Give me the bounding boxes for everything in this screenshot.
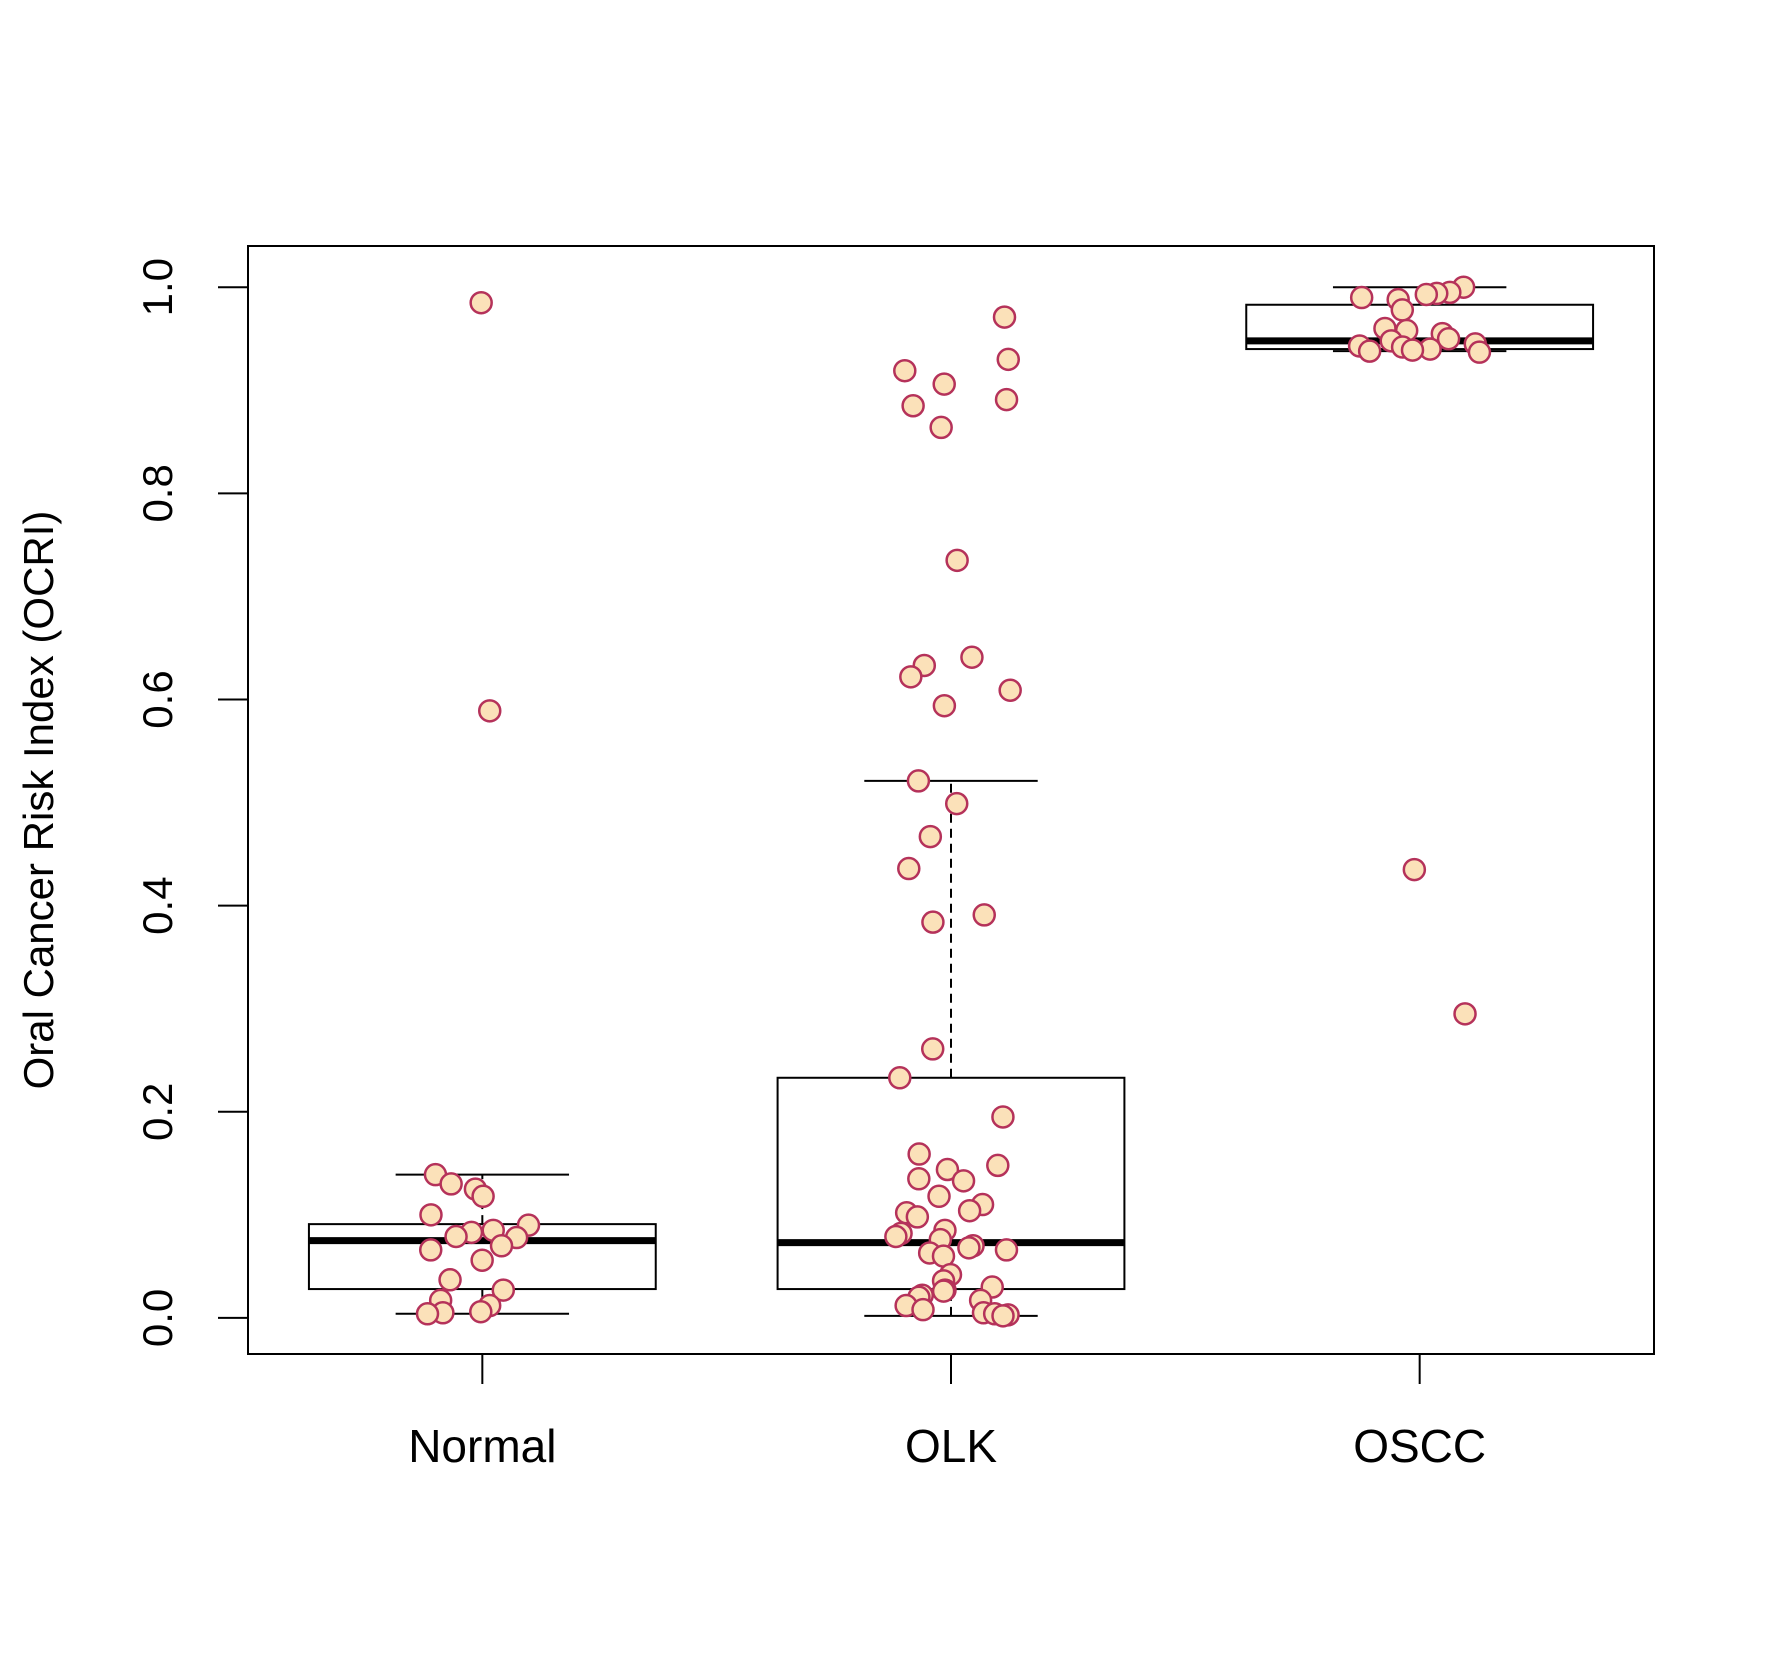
data-point (998, 678, 1022, 702)
data-point (994, 387, 1019, 412)
y-tick-label: 0.0 (134, 1289, 181, 1347)
data-point (994, 1238, 1019, 1262)
data-point (439, 1172, 463, 1196)
points-normal (415, 290, 541, 1326)
data-point (899, 665, 923, 689)
data-point (905, 1205, 930, 1229)
x-tick-label: Normal (408, 1420, 556, 1472)
data-point (470, 1248, 494, 1272)
data-point (1357, 339, 1382, 363)
data-point (921, 910, 945, 934)
data-point (991, 1304, 1015, 1328)
y-tick-label: 0.6 (134, 670, 181, 728)
y-tick-label: 0.2 (134, 1083, 181, 1141)
data-point (419, 1203, 443, 1227)
data-point (932, 372, 956, 396)
x-axis: Normal OLK OSCC (408, 1354, 1486, 1472)
data-point (471, 1184, 495, 1209)
data-point (893, 358, 917, 383)
data-point (491, 1278, 516, 1302)
data-point (469, 1299, 493, 1324)
data-point (1414, 282, 1439, 307)
data-point (1400, 338, 1425, 362)
data-point (469, 290, 493, 315)
data-point (1467, 340, 1492, 364)
x-tick-label: OSCC (1353, 1420, 1486, 1472)
y-axis: 0.0 0.2 0.4 0.6 0.8 1.0 (134, 258, 249, 1347)
data-point (888, 1066, 912, 1090)
data-point (957, 1198, 982, 1223)
data-point (918, 824, 943, 849)
data-point (957, 1236, 981, 1260)
data-point (944, 791, 969, 816)
data-point (951, 1169, 976, 1193)
data-point (907, 1142, 931, 1166)
data-point (991, 1105, 1015, 1129)
data-point (1390, 298, 1415, 322)
data-point (931, 1279, 956, 1303)
x-tick-label: OLK (905, 1420, 997, 1472)
data-point (992, 305, 1017, 329)
data-point (1402, 857, 1427, 882)
data-point (438, 1268, 462, 1292)
data-point (907, 1167, 931, 1191)
data-point (897, 856, 921, 881)
y-axis-label: Oral Cancer Risk Index (OCRI) (15, 511, 62, 1090)
data-point (1436, 327, 1461, 351)
data-point (901, 394, 925, 418)
data-point (986, 1153, 1010, 1178)
data-point (1453, 1002, 1477, 1026)
data-point (932, 693, 957, 718)
points-olk (884, 305, 1022, 1328)
data-point (920, 1037, 945, 1061)
y-tick-label: 0.4 (134, 876, 181, 934)
data-point (945, 548, 969, 573)
y-tick-label: 0.8 (134, 464, 181, 522)
data-point (911, 1297, 935, 1322)
data-point (415, 1302, 440, 1326)
y-tick-label: 1.0 (134, 258, 181, 316)
data-point (906, 769, 931, 793)
data-point (960, 645, 984, 669)
data-point (972, 903, 996, 927)
data-point (418, 1238, 443, 1262)
data-point (929, 415, 953, 440)
data-point (444, 1224, 468, 1249)
data-point (935, 1157, 960, 1182)
data-point (884, 1224, 908, 1249)
points-oscc (1347, 275, 1492, 1026)
data-point (477, 699, 502, 723)
data-point (927, 1184, 951, 1209)
data-point (1349, 285, 1374, 310)
data-point (489, 1234, 514, 1258)
points-layer (415, 275, 1492, 1328)
data-point (996, 347, 1021, 372)
